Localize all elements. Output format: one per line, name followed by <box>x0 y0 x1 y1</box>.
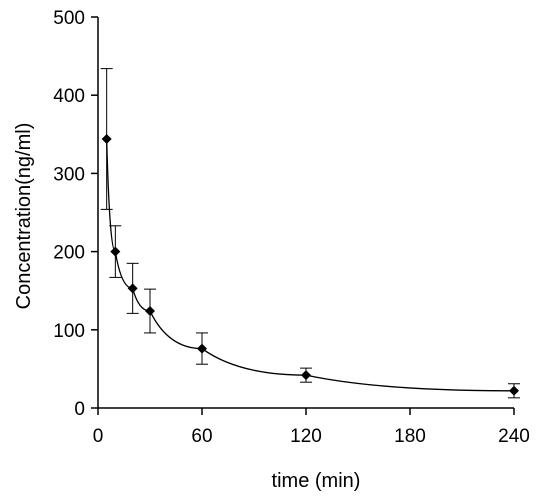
x-tick-label: 0 <box>93 426 104 447</box>
data-point <box>127 283 138 294</box>
data-point <box>509 385 519 396</box>
data-point <box>101 133 112 144</box>
y-tick-label: 0 <box>74 399 85 420</box>
series-line <box>106 138 515 392</box>
y-axis-title: Concentration(ng/ml) <box>13 123 35 310</box>
data-point <box>145 306 155 317</box>
y-tick-label: 500 <box>53 8 85 29</box>
x-tick-label: 240 <box>498 426 530 447</box>
x-tick-label: 120 <box>290 426 322 447</box>
y-tick-label: 100 <box>53 321 85 342</box>
plot-area <box>100 68 520 399</box>
data-point <box>197 343 207 354</box>
y-tick-label: 300 <box>53 164 85 185</box>
x-tick-label: 60 <box>191 426 212 447</box>
x-axis-ticks: 0 60 120 180 240 <box>93 408 530 447</box>
y-tick-label: 400 <box>53 86 85 107</box>
data-point <box>301 370 311 381</box>
x-axis-title: time (min) <box>272 470 361 492</box>
x-tick-label: 180 <box>394 426 426 447</box>
axes <box>97 17 514 409</box>
y-axis-ticks: 0 100 200 300 400 500 <box>53 8 98 420</box>
data-point <box>110 246 121 257</box>
y-tick-label: 200 <box>53 243 85 264</box>
